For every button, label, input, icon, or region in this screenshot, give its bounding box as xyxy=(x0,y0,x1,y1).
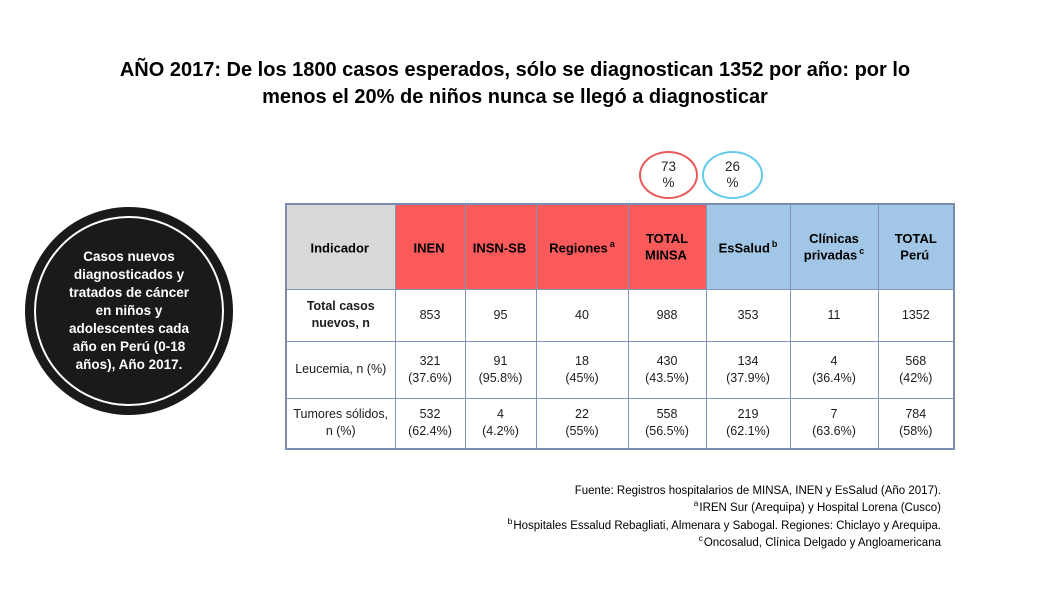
footnote-text: Hospitales Essalud Rebagliati, Almenara … xyxy=(513,519,941,532)
footnote-sup: b xyxy=(507,515,513,526)
table-cell: 558 (56.5%) xyxy=(627,397,707,450)
circle-callout-text: Casos nuevos diagnosticados y tratados d… xyxy=(68,248,190,373)
header-cell-indicador: Indicador xyxy=(285,203,396,290)
header-label: Regiones xyxy=(549,239,608,255)
badge-essalud-percent-label: 26 % xyxy=(724,159,741,190)
header-sup: c xyxy=(859,246,865,257)
table-cell: 321 (37.6%) xyxy=(394,340,466,399)
badge-minsa-percent: 73 % xyxy=(639,151,698,199)
badge-minsa-percent-label: 73 % xyxy=(660,159,677,190)
header-cell-clinicas-privadas: Clínicas privadas c xyxy=(789,203,879,290)
row-label-tumores-solidos: Tumores sólidos, n (%) xyxy=(285,397,396,450)
header-cell-regiones: Regiones a xyxy=(535,203,629,290)
table-cell: 18 (45%) xyxy=(535,340,629,399)
table-row-leucemia: Leucemia, n (%) 321 (37.6%) 91 (95.8%) 1… xyxy=(285,340,955,399)
table-row-tumores-solidos: Tumores sólidos, n (%) 532 (62.4%) 4 (4.… xyxy=(285,397,955,450)
table-cell: 7 (63.6%) xyxy=(789,397,879,450)
table-cell: 219 (62.1%) xyxy=(705,397,791,450)
circle-callout: Casos nuevos diagnosticados y tratados d… xyxy=(25,207,233,415)
table-cell: 40 xyxy=(535,288,629,342)
header-cell-total-minsa: TOTAL MINSA xyxy=(627,203,707,290)
table-cell: 4 (4.2%) xyxy=(464,397,537,450)
header-sup: a xyxy=(609,238,615,249)
table-cell: 22 (55%) xyxy=(535,397,629,450)
header-label: INSN-SB xyxy=(472,239,527,255)
table-cell: 1352 xyxy=(877,288,955,342)
badge-essalud-percent: 26 % xyxy=(702,151,763,199)
footnote-b: bHospitales Essalud Rebagliati, Almenara… xyxy=(508,516,941,533)
footnote-fuente: Fuente: Registros hospitalarios de MINSA… xyxy=(508,481,941,498)
table-cell: 853 xyxy=(394,288,466,342)
footnote-a: aIREN Sur (Arequipa) y Hospital Lorena (… xyxy=(508,498,941,515)
table-cell: 568 (42%) xyxy=(877,340,955,399)
table-cell: 988 xyxy=(627,288,707,342)
table-cell: 353 xyxy=(705,288,791,342)
table-cell: 430 (43.5%) xyxy=(627,340,707,399)
header-label: Indicador xyxy=(310,239,369,255)
header-cell-total-peru: TOTAL Perú xyxy=(877,203,955,290)
header-label: INEN xyxy=(413,239,445,255)
footnote-c: cOncosalud, Clínica Delgado y Angloameri… xyxy=(508,533,941,550)
header-label: TOTAL Perú xyxy=(894,231,937,263)
footnote-sup: c xyxy=(698,532,703,543)
footnote-text: IREN Sur (Arequipa) y Hospital Lorena (C… xyxy=(699,502,941,515)
circle-callout-ring: Casos nuevos diagnosticados y tratados d… xyxy=(34,216,224,406)
header-cell-essalud: EsSalud b xyxy=(705,203,791,290)
row-label-total-casos: Total casos nuevos, n xyxy=(285,288,396,342)
table-row-total-casos: Total casos nuevos, n 853 95 40 988 353 … xyxy=(285,288,955,342)
footnotes: Fuente: Registros hospitalarios de MINSA… xyxy=(508,481,941,550)
table-cell: 784 (58%) xyxy=(877,397,955,450)
data-table: Indicador INEN INSN-SB Regiones a TOTAL M… xyxy=(285,203,955,450)
table-header-row: Indicador INEN INSN-SB Regiones a TOTAL M… xyxy=(285,203,955,290)
row-label-leucemia: Leucemia, n (%) xyxy=(285,340,396,399)
header-cell-insn-sb: INSN-SB xyxy=(464,203,537,290)
slide-title: AÑO 2017: De los 1800 casos esperados, s… xyxy=(119,59,911,108)
header-label: Clínicas privadas xyxy=(803,231,859,263)
footnote-text: Oncosalud, Clínica Delgado y Angloameric… xyxy=(703,536,941,549)
table-cell: 4 (36.4%) xyxy=(789,340,879,399)
footnote-text: Fuente: Registros hospitalarios de MINSA… xyxy=(574,484,941,497)
table-cell: 95 xyxy=(464,288,537,342)
header-sup: b xyxy=(771,238,778,249)
table-cell: 91 (95.8%) xyxy=(464,340,537,399)
header-cell-inen: INEN xyxy=(394,203,466,290)
header-label: EsSalud xyxy=(718,239,770,255)
table-cell: 532 (62.4%) xyxy=(394,397,466,450)
table-cell: 11 xyxy=(789,288,879,342)
footnote-sup: a xyxy=(693,498,699,509)
header-label: TOTAL MINSA xyxy=(645,231,689,263)
table-cell: 134 (37.9%) xyxy=(705,340,791,399)
